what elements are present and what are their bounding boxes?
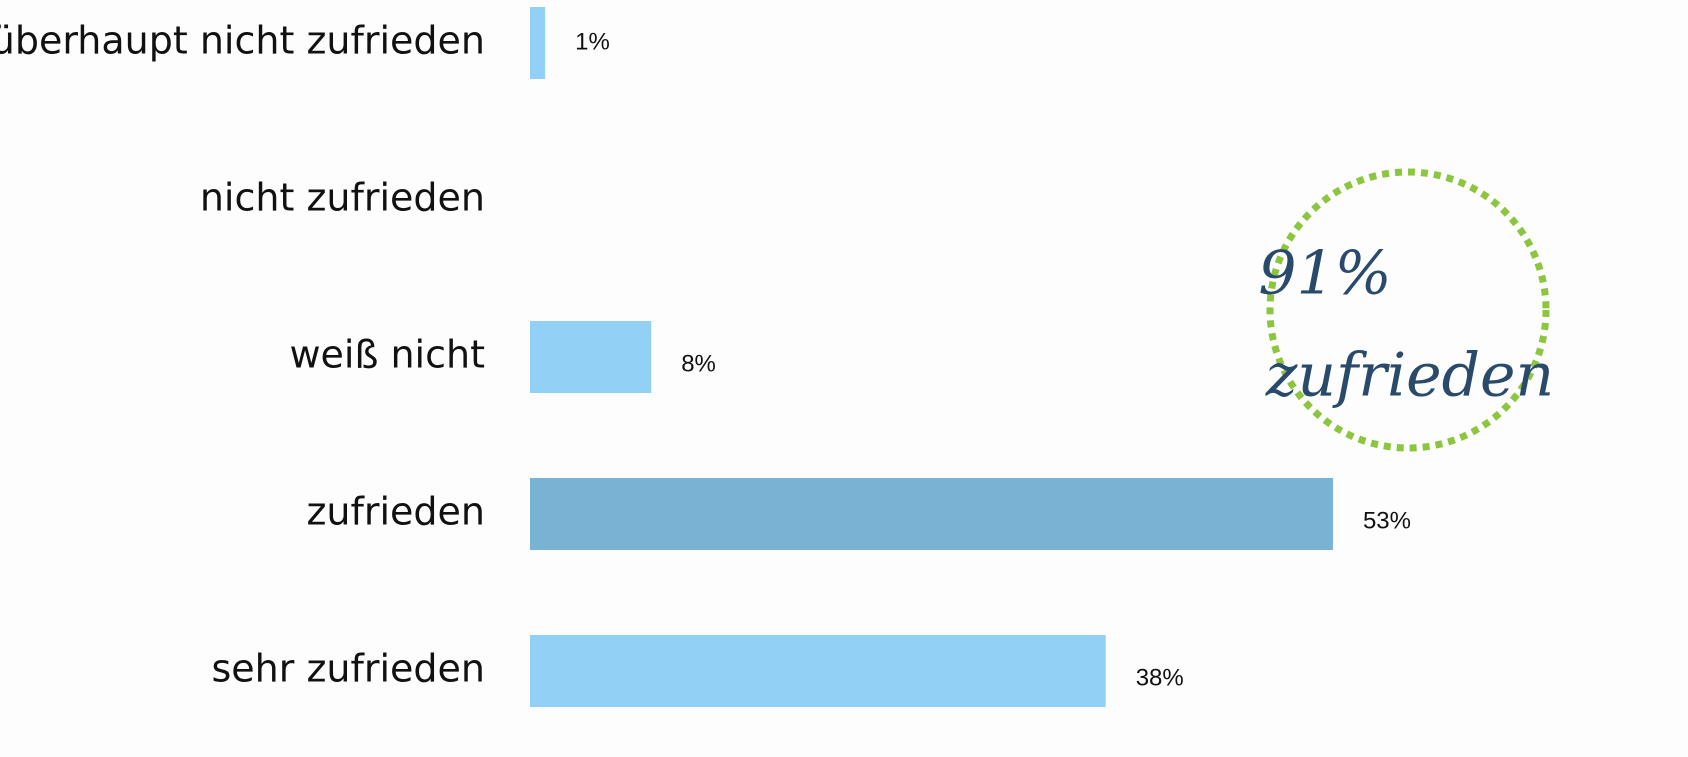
bar [530,478,1333,550]
bar [530,7,546,79]
bar [530,635,1106,707]
category-label: überhaupt nicht zufrieden [0,19,485,63]
category-label: sehr zufrieden [211,647,485,691]
category-label: weiß nicht [289,333,485,377]
annotation-text: 91% [1258,239,1391,309]
annotation-circle [1266,168,1550,452]
category-label: nicht zufrieden [200,176,485,220]
annotation-text: zufrieden [1265,341,1554,411]
category-label: zufrieden [306,490,485,534]
value-label: 38% [1136,664,1184,691]
value-label: 1% [575,28,610,55]
bar [530,321,652,393]
value-label: 8% [681,350,716,377]
value-label: 53% [1363,507,1411,534]
